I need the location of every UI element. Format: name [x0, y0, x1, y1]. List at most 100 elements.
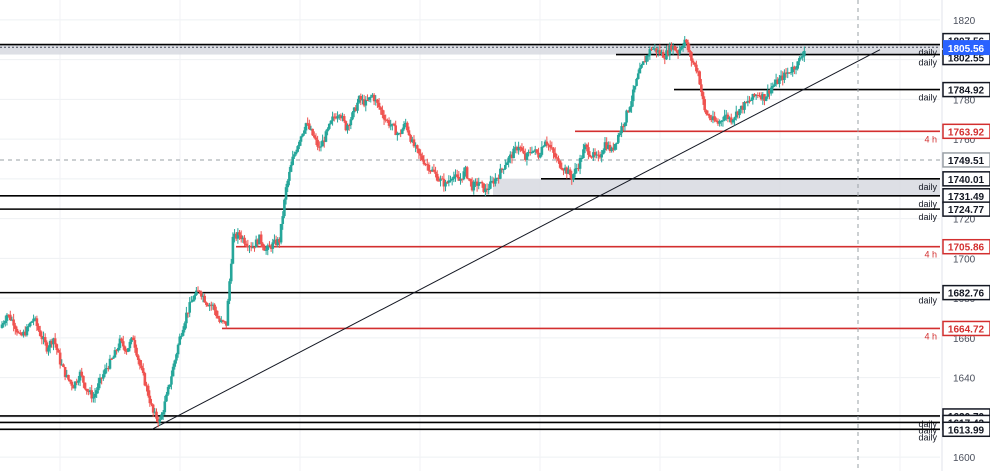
candle-body — [374, 99, 378, 102]
candle-body — [5, 314, 9, 321]
candle-body — [504, 165, 507, 170]
candle-body — [660, 52, 663, 54]
support-resistance-zones — [0, 44, 940, 196]
candle-body — [125, 351, 128, 353]
candle-body — [263, 247, 266, 251]
candle-body — [518, 146, 522, 148]
candle-body — [515, 147, 519, 151]
candle-body — [718, 120, 721, 124]
candle-body — [13, 325, 17, 329]
candle-body — [593, 152, 597, 156]
candle-body — [203, 295, 206, 303]
candle-body — [452, 176, 456, 179]
candle-body — [470, 181, 474, 191]
candle-body — [55, 344, 59, 351]
current-price-tag — [943, 40, 990, 56]
candle-body — [68, 379, 72, 382]
candle-body — [714, 120, 718, 122]
candle-body — [284, 187, 288, 200]
candle-body — [487, 188, 491, 190]
candle-body — [381, 109, 384, 115]
candle-body — [756, 94, 760, 96]
candle-body — [646, 55, 650, 57]
candle-body — [643, 61, 647, 63]
candle-body — [733, 117, 736, 120]
candle-body — [48, 340, 52, 348]
candlestick-series — [0, 36, 806, 428]
candle-body — [482, 183, 486, 192]
chart-grid — [0, 0, 940, 471]
candle-body — [77, 380, 80, 383]
candle-body — [558, 160, 562, 168]
candle-body — [63, 367, 67, 377]
candle-body — [347, 125, 351, 127]
candle-body — [620, 126, 623, 134]
candle-body — [156, 418, 160, 423]
candle-body — [171, 366, 175, 377]
candle-body — [304, 123, 308, 131]
candle-body — [406, 122, 409, 131]
candle-body — [769, 87, 773, 94]
candle-body — [57, 350, 60, 353]
price-axis[interactable]: 1600162016401660168017001720174017601780… — [941, 0, 990, 471]
candle-body — [716, 121, 720, 124]
candle-body — [239, 235, 243, 240]
candle-body — [248, 246, 251, 248]
candle-body — [545, 141, 549, 145]
candle-body — [123, 346, 127, 352]
y-tick-label: 1720 — [953, 215, 976, 226]
level-price-label: 1682.76 — [948, 289, 985, 300]
candle-body — [42, 337, 45, 340]
candle-body — [801, 56, 804, 58]
candle-body — [743, 101, 746, 110]
candle-body — [786, 72, 790, 74]
candle-body — [170, 376, 173, 385]
candle-body — [396, 133, 399, 136]
candle-body — [258, 234, 261, 245]
candle-body — [550, 147, 554, 149]
candle-body — [321, 140, 324, 147]
candle-body — [111, 357, 115, 359]
candle-body — [437, 180, 441, 182]
candle-body — [587, 147, 590, 155]
candle-body — [95, 390, 98, 394]
candle-body — [748, 100, 751, 102]
candle-body — [37, 325, 40, 331]
candle-body — [391, 123, 394, 126]
candle-body — [616, 134, 620, 143]
candle-body — [613, 143, 617, 150]
candle-body — [35, 318, 39, 326]
candle-body — [397, 133, 401, 135]
candle-body — [195, 290, 198, 296]
candle-body — [351, 112, 354, 120]
candle-body — [469, 178, 472, 182]
candle-body — [681, 45, 685, 48]
candle-body — [465, 167, 469, 179]
level-timeframe-label: daily — [918, 182, 937, 192]
candle-body — [758, 95, 761, 97]
level-price-label: 1763.92 — [948, 127, 985, 138]
candle-body — [269, 246, 273, 249]
candle-body — [140, 365, 143, 369]
candle-body — [271, 242, 275, 249]
candle-body — [796, 61, 799, 69]
candle-body — [424, 164, 427, 166]
candle-body — [645, 55, 648, 62]
candle-body — [602, 150, 605, 155]
candle-body — [440, 178, 444, 180]
candle-body — [525, 153, 529, 160]
candle-body — [70, 381, 74, 386]
candle-body — [2, 322, 5, 325]
candle-body — [728, 117, 731, 120]
candle-body — [10, 319, 14, 321]
candle-body — [588, 154, 592, 157]
candle-body — [214, 310, 218, 316]
candle-body — [656, 50, 660, 53]
candle-body — [329, 120, 333, 124]
candle-body — [120, 338, 123, 342]
candle-body — [708, 115, 711, 119]
candle-body — [28, 322, 32, 327]
candle-body — [128, 341, 132, 349]
candle-body — [317, 146, 321, 148]
